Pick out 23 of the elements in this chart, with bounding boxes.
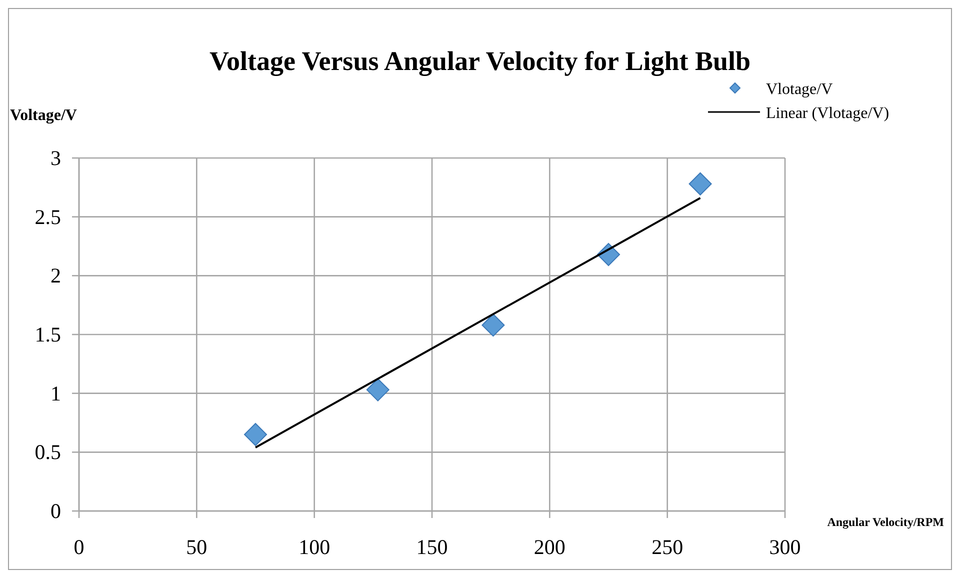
y-tick-label: 2 — [50, 264, 61, 288]
y-tick-label: 1 — [50, 381, 61, 406]
x-tick-label: 100 — [298, 535, 330, 559]
x-tick-label: 50 — [186, 535, 208, 559]
y-tick-label: 0.5 — [34, 440, 61, 464]
y-axis-title: Voltage/V — [10, 107, 78, 124]
legend-label: Linear (Vlotage/V) — [766, 105, 890, 122]
legend-label: Vlotage/V — [766, 81, 834, 98]
point — [244, 423, 267, 446]
y-tick-label: 1.5 — [34, 322, 61, 346]
y-tick-label: 0 — [50, 499, 61, 523]
y-tick-label: 2.5 — [34, 204, 61, 229]
x-tick-label: 300 — [769, 535, 801, 559]
x-tick-label: 150 — [416, 535, 448, 559]
point — [482, 314, 505, 337]
point — [688, 172, 712, 196]
x-tick-label: 250 — [652, 535, 684, 559]
x-tick-label: 0 — [74, 535, 84, 559]
y-tick-label: 3 — [50, 146, 61, 170]
point — [366, 378, 390, 402]
chart-title: Voltage Versus Angular Velocity for Light Bulb — [209, 46, 751, 76]
x-axis-title: Angular Velocity/RPM — [827, 515, 944, 529]
x-tick-label: 200 — [534, 535, 566, 559]
